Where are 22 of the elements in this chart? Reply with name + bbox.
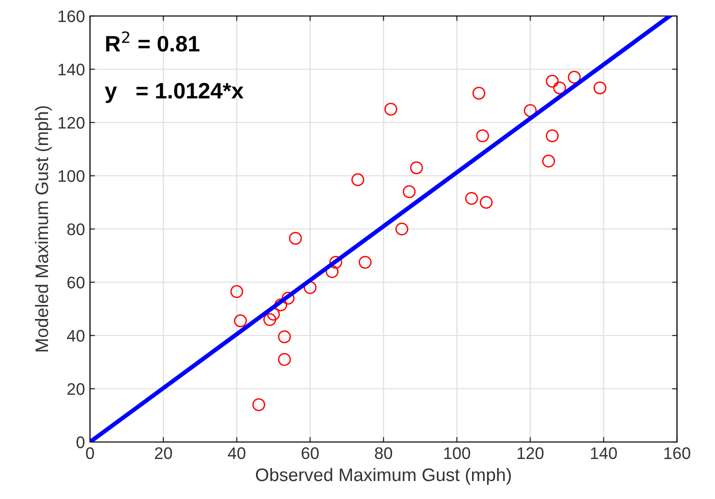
y-tick-label: 20 [67, 383, 84, 395]
y-axis-title: Modeled Maximum Gust (mph) [34, 106, 52, 352]
annotation: y = 1.0124*x [104, 82, 244, 104]
y-tick-label: 140 [58, 64, 84, 76]
y-tick-label: 0 [76, 436, 84, 448]
y-tick-label: 100 [58, 170, 84, 182]
x-axis-title: Observed Maximum Gust (mph) [256, 468, 511, 485]
x-tick-label: 0 [86, 447, 94, 460]
x-tick-label: 160 [664, 447, 690, 460]
y-tick-label: 60 [67, 276, 84, 288]
x-tick-label: 80 [374, 447, 392, 460]
annotation: R$^{2}$ = 0.81 [106, 31, 200, 52]
y-tick-label: 80 [67, 223, 84, 236]
x-tick-label: 60 [302, 447, 319, 460]
x-tick-label: 20 [154, 447, 172, 460]
x-tick-label: 120 [518, 447, 544, 460]
y-tick-label: 40 [66, 330, 84, 342]
y-tick-label: 120 [58, 116, 84, 129]
x-tick-label: 100 [444, 447, 470, 460]
x-tick-label: 40 [228, 447, 246, 460]
x-tick-label: 140 [590, 447, 617, 460]
y-tick-label: 160 [58, 10, 84, 22]
